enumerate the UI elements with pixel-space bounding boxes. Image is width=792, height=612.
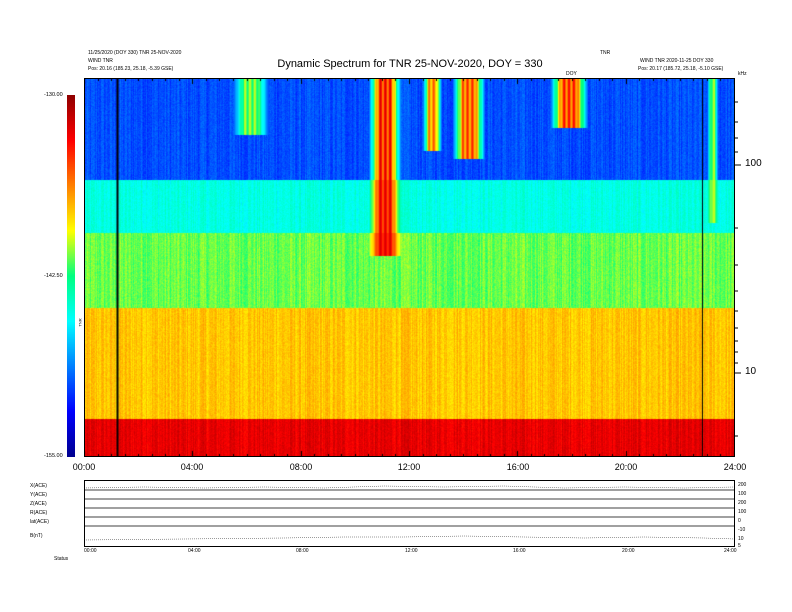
header-right-line3: Pos: 20.17 (185.72, 25.18, -5.10 GSE) xyxy=(638,66,724,72)
ephem-x-tick-6: 24:00 xyxy=(724,548,737,554)
ephem-x-tick-5: 20:00 xyxy=(622,548,635,554)
x-tick-2: 08:00 xyxy=(289,462,313,472)
ephem-right-tick-0: 200 xyxy=(738,482,747,488)
ephem-x-tick-0: 00:00 xyxy=(84,548,97,554)
x-tick-6: 24:00 xyxy=(723,462,747,472)
ephem-right-tick-2: 200 xyxy=(738,500,747,506)
ephem-right-tick-4: 0 xyxy=(738,518,741,524)
colorbar-label: TNR xyxy=(77,318,83,327)
colorbar xyxy=(67,95,75,457)
ephem-footer-label: Status xyxy=(54,556,69,562)
header-right-line2: WIND TNR 2020-11-25 DOY 330 xyxy=(640,58,714,64)
x-tick-0: 00:00 xyxy=(72,462,96,472)
ephem-x-tick-3: 12:00 xyxy=(405,548,418,554)
ephem-label-2: Z(ACE) xyxy=(30,501,47,507)
x-tick-3: 12:00 xyxy=(397,462,421,472)
chart-title: Dynamic Spectrum for TNR 25-NOV-2020, DO… xyxy=(277,58,543,70)
ephem-label-3: R(ACE) xyxy=(30,510,48,516)
header-right-line1: TNR xyxy=(600,50,611,56)
x-tick-1: 04:00 xyxy=(180,462,204,472)
ephem-x-tick-4: 16:00 xyxy=(513,548,526,554)
header-marker-label: DOY xyxy=(566,71,577,77)
colorbar-tick-mid: -142.50 xyxy=(44,273,63,279)
ephem-label-0: X(ACE) xyxy=(30,483,47,489)
ephem-x-tick-2: 08:00 xyxy=(296,548,309,554)
dynamic-spectrum-heatmap xyxy=(84,78,735,457)
ephem-right-tick-7: 5 xyxy=(738,543,741,549)
ephemeris-panel xyxy=(84,480,735,547)
colorbar-tick-bottom: -155.00 xyxy=(44,453,63,459)
ephem-right-tick-3: 100 xyxy=(738,509,747,515)
header-left-line3: Pos: 20.16 (185.23, 25.18, -5.39 GSE) xyxy=(88,66,174,72)
y-axis-ticks xyxy=(735,101,741,437)
ephem-x-tick-1: 04:00 xyxy=(188,548,201,554)
ephem-label-4: lat(ACE) xyxy=(30,519,49,525)
ephem-label-5: B(nT) xyxy=(30,533,43,539)
x-tick-5: 20:00 xyxy=(614,462,638,472)
header-left-line2: WIND TNR xyxy=(88,58,113,64)
y-tick-10: 10 xyxy=(745,366,757,377)
header-left-line1: 11/25/2020 (DOY 330) TNR 25-NOV-2020 xyxy=(88,50,182,56)
ephem-right-tick-6: 10 xyxy=(738,536,744,542)
colorbar-tick-top: -130.00 xyxy=(44,92,63,98)
ephem-label-1: Y(ACE) xyxy=(30,492,47,498)
y-tick-100: 100 xyxy=(745,158,762,169)
ephem-right-tick-1: 100 xyxy=(738,491,747,497)
x-tick-4: 16:00 xyxy=(506,462,530,472)
header-top-right-label: kHz xyxy=(738,71,747,77)
ephem-right-tick-5: -10 xyxy=(738,527,746,533)
